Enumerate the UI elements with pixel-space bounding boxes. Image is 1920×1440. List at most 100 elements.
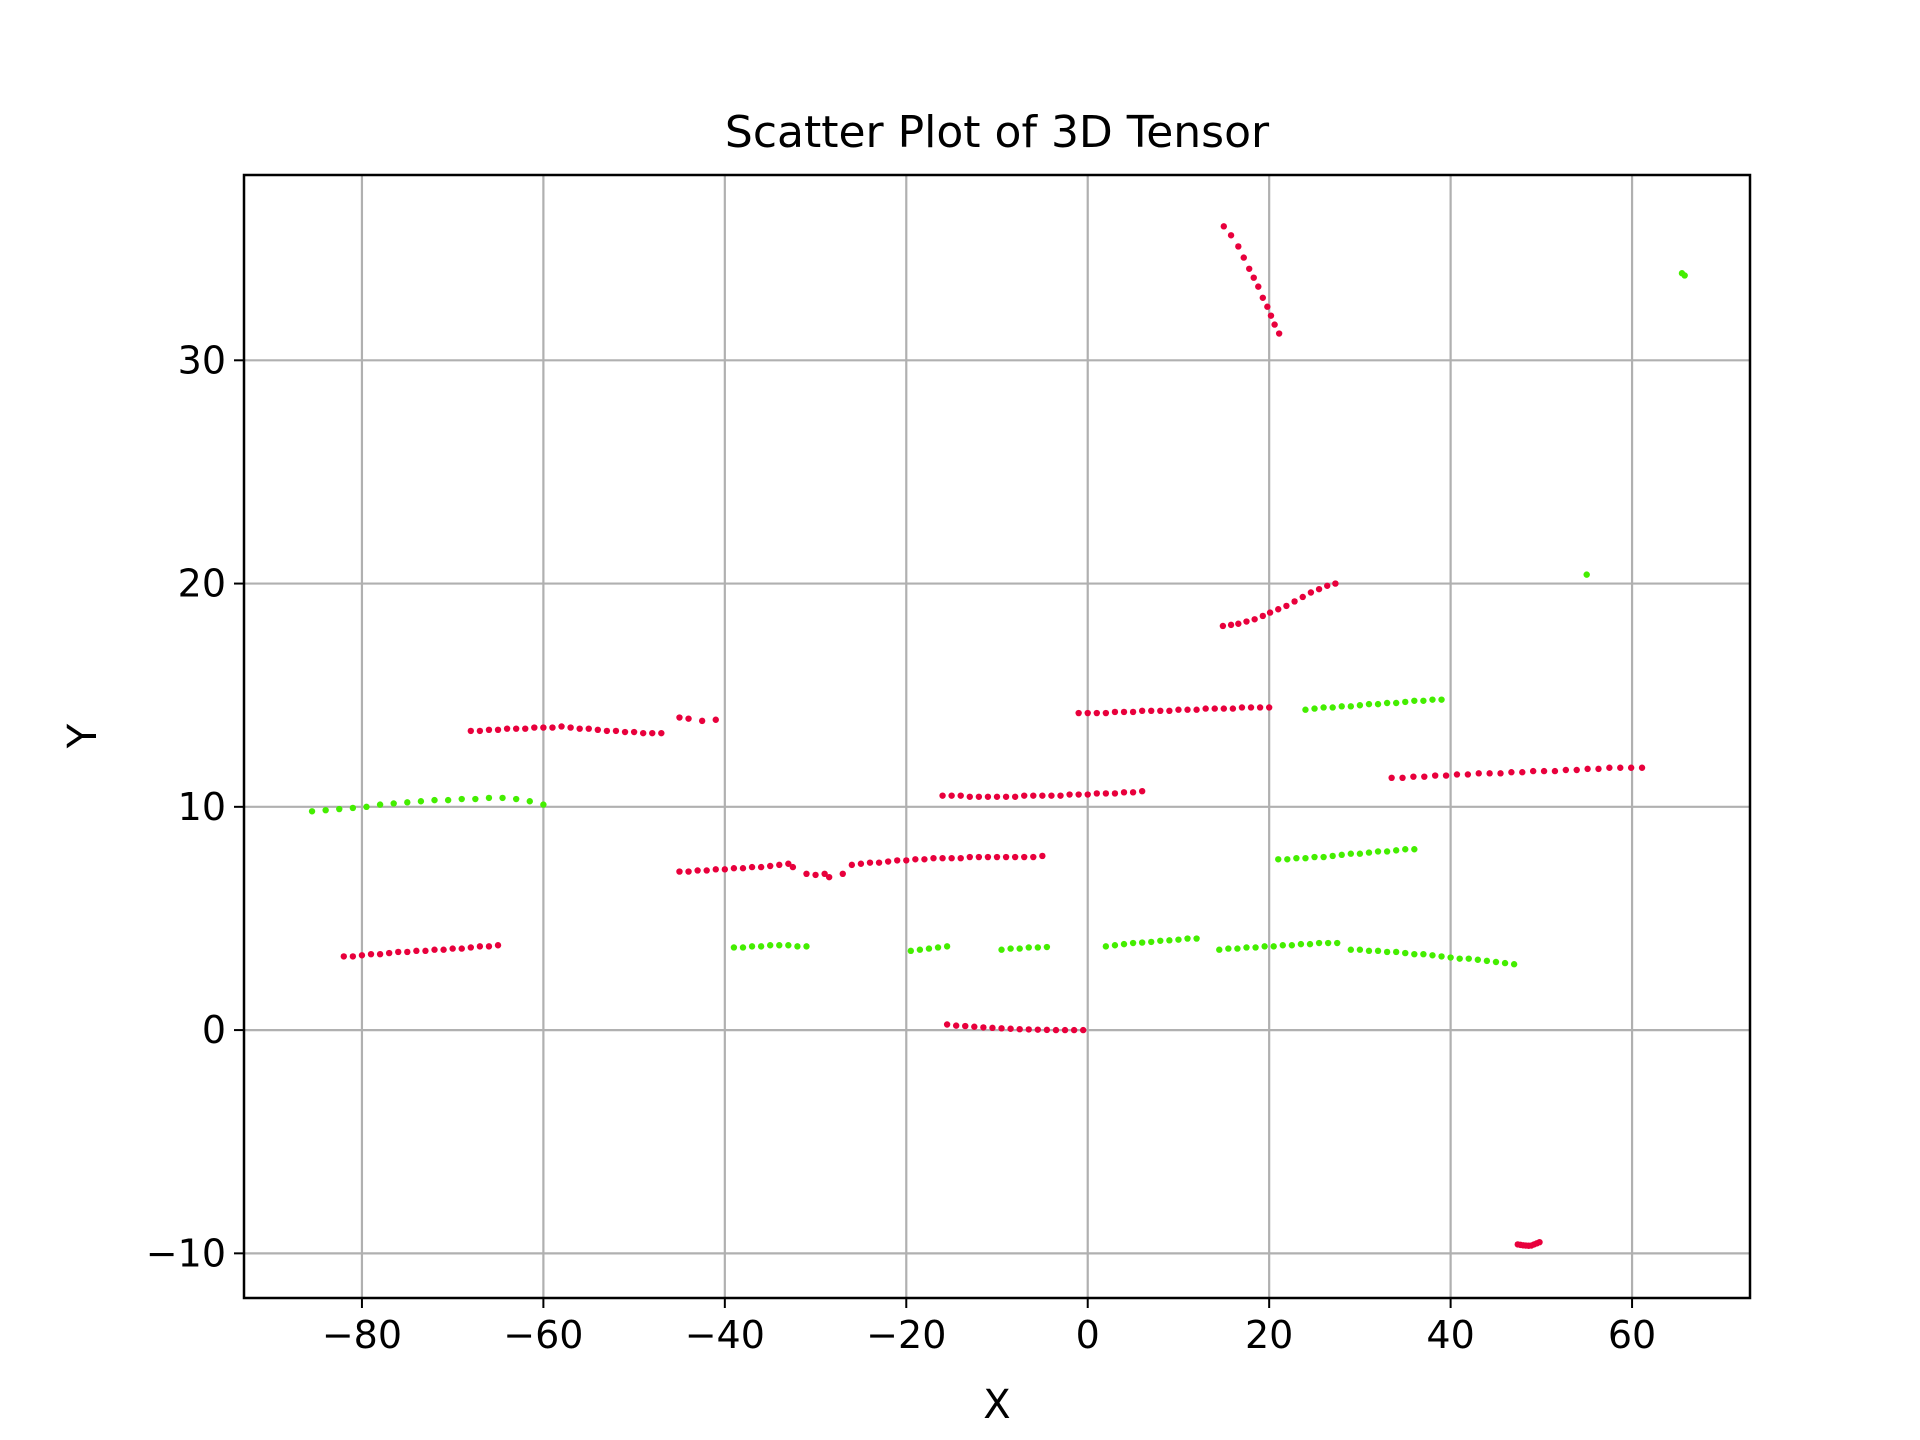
data-point bbox=[766, 942, 774, 949]
data-point bbox=[939, 792, 946, 799]
data-point bbox=[803, 870, 810, 878]
data-point bbox=[567, 724, 574, 731]
data-point bbox=[1302, 854, 1309, 862]
data-point bbox=[585, 725, 592, 732]
data-point bbox=[422, 947, 429, 955]
data-point bbox=[363, 803, 370, 811]
data-point bbox=[467, 944, 475, 951]
data-point bbox=[757, 943, 765, 950]
data-point bbox=[1016, 945, 1023, 952]
axis-ticks: −80 −60 −40 −20 0 20 40 60 −10 0 10 20 30 bbox=[146, 338, 1656, 1357]
data-point bbox=[748, 863, 756, 871]
data-point bbox=[939, 854, 946, 862]
data-point bbox=[1111, 790, 1119, 797]
data-point bbox=[685, 715, 692, 722]
data-point bbox=[485, 943, 493, 950]
data-point bbox=[612, 727, 620, 735]
data-point bbox=[522, 725, 529, 732]
data-point bbox=[576, 725, 583, 732]
data-point bbox=[921, 856, 928, 863]
data-point bbox=[1219, 622, 1227, 630]
data-point bbox=[785, 860, 792, 867]
data-point bbox=[540, 724, 547, 731]
data-point bbox=[685, 868, 692, 875]
data-point bbox=[1275, 606, 1282, 613]
data-point bbox=[1492, 958, 1500, 966]
data-point bbox=[1508, 769, 1515, 776]
data-point bbox=[1431, 772, 1439, 779]
data-point bbox=[1453, 771, 1461, 778]
data-point bbox=[1438, 953, 1445, 960]
data-point bbox=[952, 1022, 960, 1029]
data-point bbox=[358, 952, 366, 959]
data-point bbox=[1129, 708, 1137, 716]
data-point bbox=[349, 953, 357, 960]
data-point bbox=[993, 853, 1001, 861]
data-point bbox=[1120, 940, 1128, 948]
x-tick-label: −60 bbox=[503, 1313, 583, 1357]
data-point bbox=[404, 799, 411, 806]
y-axis-label: Y bbox=[60, 723, 106, 749]
data-point bbox=[1465, 955, 1472, 962]
data-point bbox=[1475, 770, 1482, 777]
x-tick-label: 20 bbox=[1245, 1313, 1293, 1357]
data-point bbox=[349, 804, 357, 812]
data-point bbox=[476, 727, 484, 735]
x-tick-label: −20 bbox=[866, 1313, 946, 1357]
data-point bbox=[1270, 943, 1277, 950]
data-point bbox=[1267, 312, 1275, 319]
data-point bbox=[1464, 771, 1472, 778]
data-point bbox=[1016, 1025, 1023, 1033]
data-point bbox=[1102, 943, 1110, 950]
data-point bbox=[440, 946, 447, 953]
data-point bbox=[1529, 767, 1537, 775]
data-point bbox=[558, 723, 565, 730]
point-cluster bbox=[1388, 764, 1646, 782]
data-point bbox=[340, 953, 347, 960]
data-point bbox=[1606, 764, 1613, 771]
data-point bbox=[1093, 709, 1100, 717]
data-point bbox=[1175, 936, 1182, 943]
data-point bbox=[526, 798, 533, 805]
data-point bbox=[916, 946, 924, 953]
data-point bbox=[1111, 708, 1119, 716]
data-point bbox=[848, 861, 856, 869]
data-point bbox=[1315, 585, 1323, 593]
data-point bbox=[676, 868, 683, 875]
data-point bbox=[1438, 696, 1445, 703]
data-point bbox=[839, 870, 846, 878]
data-point bbox=[1392, 948, 1400, 956]
data-point bbox=[621, 728, 629, 736]
data-point bbox=[998, 1025, 1005, 1032]
data-point bbox=[1220, 223, 1228, 230]
data-point bbox=[630, 728, 638, 736]
data-point bbox=[472, 795, 479, 803]
x-tick-label: 0 bbox=[1076, 1313, 1100, 1357]
x-tick-label: −40 bbox=[685, 1313, 765, 1357]
data-point bbox=[1356, 946, 1364, 953]
data-point bbox=[1246, 265, 1253, 272]
data-point bbox=[1329, 704, 1336, 711]
grid bbox=[244, 175, 1750, 1298]
data-point bbox=[649, 729, 656, 737]
data-point bbox=[1320, 853, 1327, 861]
data-point bbox=[1225, 945, 1232, 952]
data-point bbox=[1039, 792, 1046, 799]
data-point bbox=[1392, 847, 1400, 854]
data-point bbox=[494, 942, 502, 949]
data-point bbox=[1184, 706, 1191, 713]
data-point bbox=[1334, 939, 1341, 947]
data-point bbox=[1324, 939, 1332, 947]
data-point bbox=[957, 792, 964, 799]
data-point bbox=[1247, 704, 1255, 711]
x-axis-label: X bbox=[983, 1382, 1010, 1428]
data-point bbox=[1338, 703, 1345, 710]
data-point bbox=[1235, 620, 1242, 627]
data-point bbox=[1079, 1026, 1087, 1034]
data-point bbox=[1129, 789, 1137, 796]
data-point bbox=[966, 853, 973, 861]
data-point bbox=[1265, 704, 1273, 711]
data-point bbox=[449, 945, 456, 952]
data-point bbox=[413, 947, 420, 955]
data-point bbox=[925, 945, 933, 952]
